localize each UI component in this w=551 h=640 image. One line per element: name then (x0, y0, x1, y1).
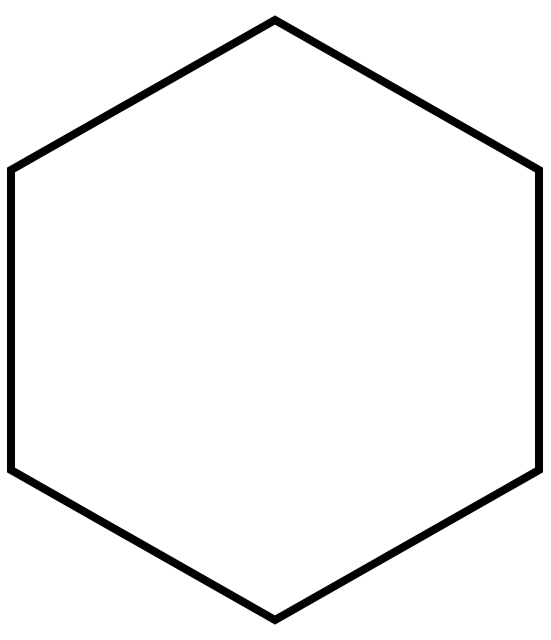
hexagon-polygon (11, 20, 539, 620)
hexagon-shape (0, 0, 551, 640)
diagram-canvas (0, 0, 551, 640)
